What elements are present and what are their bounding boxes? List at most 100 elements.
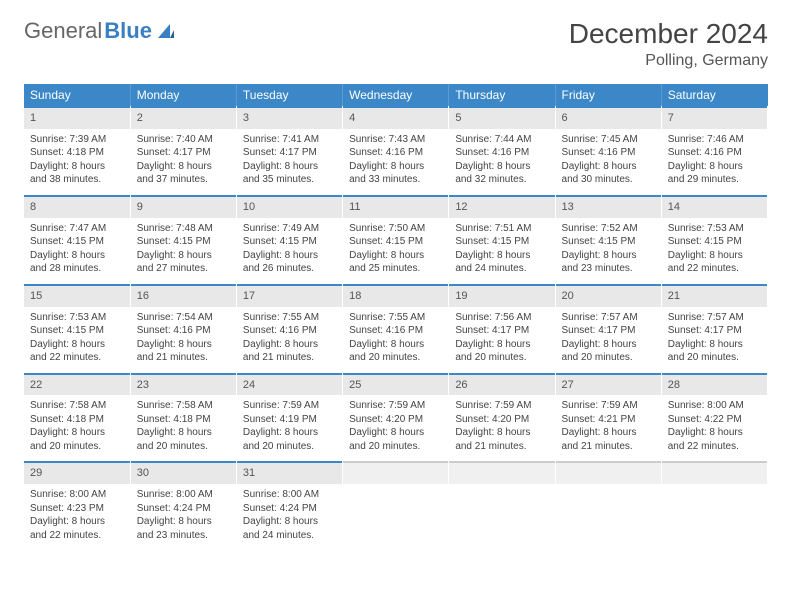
calendar-cell: 29 Sunrise: 8:00 AMSunset: 4:23 PMDayligh… [24,461,130,550]
day-body: Sunrise: 7:40 AMSunset: 4:17 PMDaylight:… [131,129,236,195]
sunset-line: Sunset: 4:24 PM [243,502,336,516]
day-number-empty [662,461,767,484]
day-number-empty [343,461,448,484]
sunrise-line: Sunrise: 7:59 AM [455,399,548,413]
calendar-cell: 20Sunrise: 7:57 AMSunset: 4:17 PMDayligh… [555,284,661,373]
sunset-line: Sunset: 4:16 PM [455,146,548,160]
sunrise-line: Sunrise: 8:00 AM [30,488,124,502]
day-body: Sunrise: 8:00 AMSunset: 4:22 PMDaylight:… [662,395,767,461]
day-body: Sunrise: 7:57 AMSunset: 4:17 PMDaylight:… [556,307,661,373]
sunrise-line: Sunrise: 7:41 AM [243,133,336,147]
daylight-line: Daylight: 8 hours and 22 minutes. [30,515,124,542]
calendar-cell: 2Sunrise: 7:40 AMSunset: 4:17 PMDaylight… [130,106,236,195]
sunset-line: Sunset: 4:17 PM [668,324,761,338]
sunset-line: Sunset: 4:19 PM [243,413,336,427]
daylight-line: Daylight: 8 hours and 24 minutes. [243,515,336,542]
day-body: Sunrise: 7:51 AMSunset: 4:15 PMDaylight:… [449,218,554,284]
day-number: 10 [237,195,342,218]
sunrise-line: Sunrise: 7:55 AM [243,311,336,325]
day-number: 29 [24,461,130,484]
sunset-line: Sunset: 4:15 PM [562,235,655,249]
day-body: Sunrise: 7:58 AMSunset: 4:18 PMDaylight:… [131,395,236,461]
calendar-cell [343,461,449,550]
sunrise-line: Sunrise: 8:00 AM [243,488,336,502]
sunset-line: Sunset: 4:15 PM [30,324,124,338]
sunset-line: Sunset: 4:16 PM [668,146,761,160]
day-number: 7 [662,106,767,129]
daylight-line: Daylight: 8 hours and 20 minutes. [349,426,442,453]
sunrise-line: Sunrise: 7:40 AM [137,133,230,147]
logo: GeneralBlue [24,18,176,44]
calendar-cell: 21Sunrise: 7:57 AMSunset: 4:17 PMDayligh… [661,284,767,373]
sunset-line: Sunset: 4:22 PM [668,413,761,427]
daylight-line: Daylight: 8 hours and 22 minutes. [30,338,124,365]
day-body: Sunrise: 7:53 AMSunset: 4:15 PMDaylight:… [24,307,130,373]
daylight-line: Daylight: 8 hours and 20 minutes. [455,338,548,365]
day-body: Sunrise: 7:44 AMSunset: 4:16 PMDaylight:… [449,129,554,195]
day-body: Sunrise: 7:39 AMSunset: 4:18 PMDaylight:… [24,129,130,195]
sunset-line: Sunset: 4:23 PM [30,502,124,516]
calendar-cell: 22Sunrise: 7:58 AMSunset: 4:18 PMDayligh… [24,373,130,462]
day-body: Sunrise: 7:48 AMSunset: 4:15 PMDaylight:… [131,218,236,284]
sunset-line: Sunset: 4:20 PM [455,413,548,427]
daylight-line: Daylight: 8 hours and 20 minutes. [243,426,336,453]
calendar-cell: 6Sunrise: 7:45 AMSunset: 4:16 PMDaylight… [555,106,661,195]
sunrise-line: Sunrise: 7:55 AM [349,311,442,325]
calendar-cell: 24Sunrise: 7:59 AMSunset: 4:19 PMDayligh… [236,373,342,462]
day-number: 24 [237,373,342,396]
calendar-cell: 30Sunrise: 8:00 AMSunset: 4:24 PMDayligh… [130,461,236,550]
calendar-cell: 8Sunrise: 7:47 AMSunset: 4:15 PMDaylight… [24,195,130,284]
day-body: Sunrise: 8:00 AMSunset: 4:24 PMDaylight:… [131,484,236,550]
day-body: Sunrise: 7:41 AMSunset: 4:17 PMDaylight:… [237,129,342,195]
sunset-line: Sunset: 4:15 PM [668,235,761,249]
sunset-line: Sunset: 4:16 PM [137,324,230,338]
sunrise-line: Sunrise: 7:53 AM [30,311,124,325]
day-body: Sunrise: 7:55 AMSunset: 4:16 PMDaylight:… [343,307,448,373]
weekday-header: Thursday [449,84,555,106]
day-body: Sunrise: 8:00 AMSunset: 4:24 PMDaylight:… [237,484,342,550]
day-number: 5 [449,106,554,129]
day-body: Sunrise: 7:59 AMSunset: 4:21 PMDaylight:… [556,395,661,461]
day-number: 3 [237,106,342,129]
sunrise-line: Sunrise: 7:50 AM [349,222,442,236]
calendar-cell: 13Sunrise: 7:52 AMSunset: 4:15 PMDayligh… [555,195,661,284]
day-body: Sunrise: 7:43 AMSunset: 4:16 PMDaylight:… [343,129,448,195]
sunset-line: Sunset: 4:18 PM [30,146,124,160]
calendar-cell [661,461,767,550]
daylight-line: Daylight: 8 hours and 21 minutes. [137,338,230,365]
day-body: Sunrise: 7:47 AMSunset: 4:15 PMDaylight:… [24,218,130,284]
calendar-cell: 26Sunrise: 7:59 AMSunset: 4:20 PMDayligh… [449,373,555,462]
day-body: Sunrise: 7:45 AMSunset: 4:16 PMDaylight:… [556,129,661,195]
day-number: 19 [449,284,554,307]
sunset-line: Sunset: 4:15 PM [243,235,336,249]
daylight-line: Daylight: 8 hours and 20 minutes. [562,338,655,365]
daylight-line: Daylight: 8 hours and 21 minutes. [455,426,548,453]
sunset-line: Sunset: 4:18 PM [137,413,230,427]
calendar-cell: 12Sunrise: 7:51 AMSunset: 4:15 PMDayligh… [449,195,555,284]
day-number: 1 [24,106,130,129]
calendar-table: SundayMondayTuesdayWednesdayThursdayFrid… [24,84,768,550]
day-body: Sunrise: 7:59 AMSunset: 4:20 PMDaylight:… [343,395,448,461]
day-number: 31 [237,461,342,484]
day-number: 17 [237,284,342,307]
calendar-row: 8Sunrise: 7:47 AMSunset: 4:15 PMDaylight… [24,195,768,284]
calendar-cell [449,461,555,550]
sunrise-line: Sunrise: 7:39 AM [30,133,124,147]
daylight-line: Daylight: 8 hours and 20 minutes. [349,338,442,365]
day-number-empty [556,461,661,484]
sunrise-line: Sunrise: 7:51 AM [455,222,548,236]
day-number: 27 [556,373,661,396]
calendar-cell: 9Sunrise: 7:48 AMSunset: 4:15 PMDaylight… [130,195,236,284]
day-number: 30 [131,461,236,484]
day-number: 25 [343,373,448,396]
weekday-header: Sunday [24,84,130,106]
sunrise-line: Sunrise: 7:53 AM [668,222,761,236]
day-number: 9 [131,195,236,218]
daylight-line: Daylight: 8 hours and 37 minutes. [137,160,230,187]
sunrise-line: Sunrise: 7:56 AM [455,311,548,325]
sunrise-line: Sunrise: 7:43 AM [349,133,442,147]
sunset-line: Sunset: 4:16 PM [349,146,442,160]
day-number: 6 [556,106,661,129]
day-number: 16 [131,284,236,307]
day-number: 8 [24,195,130,218]
